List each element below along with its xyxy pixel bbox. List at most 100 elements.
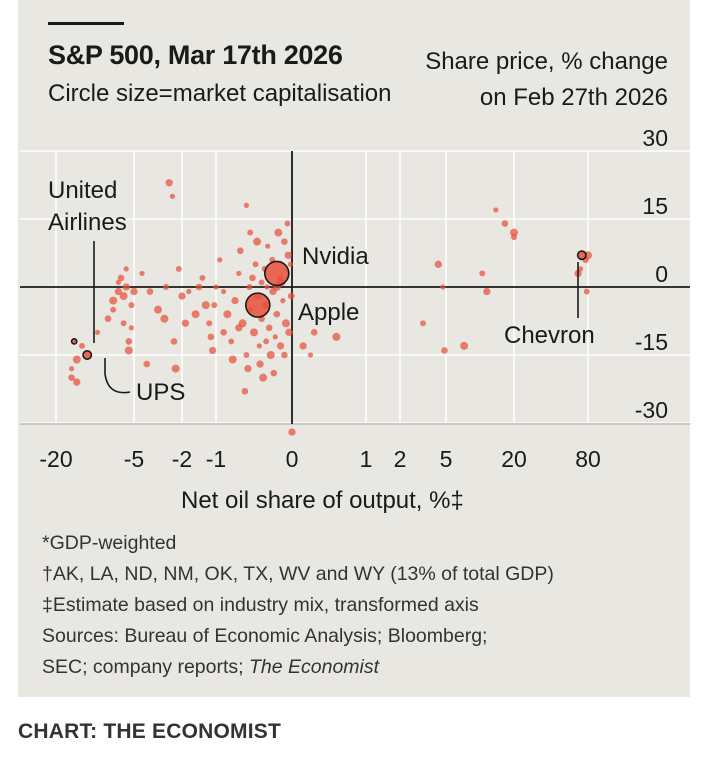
scatter-point: [79, 342, 85, 349]
scatter-point: [281, 351, 288, 359]
scatter-point: [284, 220, 291, 227]
footnote-gdp: *GDP-weighted: [42, 532, 177, 554]
scatter-point: [460, 341, 469, 350]
scatter-point: [95, 329, 101, 335]
scatter-point: [479, 270, 486, 277]
footnote-sources: Sources: Bureau of Economic Analysis; Bl…: [42, 625, 488, 647]
scatter-point: [287, 292, 295, 300]
y-axis-title: Share price, % change on Feb 27th 2026: [425, 44, 668, 116]
x-tick-label: -1: [206, 446, 226, 472]
scatter-point: [259, 373, 268, 382]
scatter-point: [253, 237, 262, 246]
company-point-united-airlines: [70, 337, 78, 345]
scatter-point: [143, 360, 151, 368]
scatter-point: [146, 288, 154, 295]
chart-panel: S&P 500, Mar 17th 2026 Circle size=marke…: [18, 0, 690, 697]
annotation-nvidia: Nvidia: [302, 243, 369, 270]
scatter-point: [280, 298, 286, 304]
y-tick-label: -15: [635, 329, 668, 355]
scatter-point: [207, 333, 215, 341]
x-axis-title: Net oil share of output, %‡: [181, 487, 464, 514]
scatter-point: [186, 288, 192, 295]
scatter-point: [124, 346, 133, 355]
scatter-point: [241, 387, 249, 395]
scatter-point: [420, 320, 426, 327]
scatter-point: [175, 265, 182, 272]
scatter-point: [263, 338, 270, 345]
x-tick-label: 20: [501, 446, 527, 472]
scatter-point: [281, 319, 290, 328]
scatter-point: [256, 360, 264, 368]
chart-subtitle: Circle size=market capitalisation: [48, 80, 392, 107]
scatter-point: [154, 305, 162, 314]
scatter-point: [114, 287, 123, 296]
x-tick-label: -20: [39, 446, 72, 472]
scatter-point: [284, 251, 292, 259]
footnote-economist: The Economist: [249, 656, 380, 678]
scatter-point: [120, 320, 127, 327]
scatter-point: [236, 270, 242, 276]
annotation-apple: Apple: [298, 299, 359, 326]
scatter-point: [281, 238, 288, 245]
annotation-ups: UPS: [136, 379, 185, 406]
scatter-point: [237, 247, 244, 255]
x-tick-label: 1: [360, 446, 373, 472]
scatter-point: [220, 329, 227, 336]
scatter-point: [440, 284, 446, 290]
scatter-point: [287, 261, 294, 267]
scatter-point: [441, 347, 448, 354]
scatter-point: [217, 257, 223, 263]
scatter-point: [208, 346, 217, 355]
footnote-sources-2a: SEC; company reports;: [42, 656, 249, 678]
x-tick-label: 80: [575, 446, 601, 472]
scatter-point: [165, 179, 173, 187]
company-point-nvidia: [263, 260, 290, 287]
chart-credit: CHART: THE ECONOMIST: [18, 720, 281, 743]
labelled-points: [70, 250, 587, 360]
scatter-point: [252, 261, 259, 268]
scatter-point: [511, 234, 517, 241]
scatter-point: [231, 296, 239, 305]
scatter-point: [163, 284, 169, 290]
scatter-point: [199, 274, 206, 281]
scatter-point: [195, 283, 203, 291]
scatter-point: [115, 279, 121, 286]
scatter-point: [171, 364, 180, 373]
y-tick-label: -30: [635, 397, 668, 423]
footnote-sources-2: SEC; company reports; The Economist: [42, 652, 554, 683]
scatter-point: [72, 355, 81, 364]
scatter-point: [109, 296, 118, 305]
scatter-point: [288, 428, 296, 436]
scatter-point: [501, 220, 509, 227]
scatter-point: [246, 284, 253, 290]
scatter-point: [493, 207, 499, 213]
x-tick-label: -5: [124, 446, 144, 472]
scatter-point: [244, 364, 252, 373]
scatter-chart: 30 15 0 -15 -30 -20 -5 -2 -1 0 1 2 5 20 80 United Airl…: [20, 125, 690, 514]
scatter-point: [191, 310, 200, 319]
scatter-point: [256, 343, 262, 349]
scatter-point: [221, 288, 227, 295]
scatter-point: [250, 328, 258, 337]
scatter-point: [213, 284, 219, 290]
scatter-point: [265, 243, 271, 249]
scatter-point: [578, 266, 584, 272]
scatter-point: [272, 334, 278, 340]
scatter-point: [310, 329, 318, 336]
scatter-point: [181, 319, 190, 327]
scatter-point: [276, 342, 285, 350]
scatter-point: [170, 338, 178, 345]
footnote-states: †AK, LA, ND, NM, OK, TX, WV and WY (13% …: [42, 563, 554, 585]
scatter-point: [206, 320, 213, 327]
x-tick-label: -2: [172, 446, 192, 472]
y-axis-title-line1: Share price, % change: [425, 48, 668, 75]
scatter-point: [258, 279, 265, 286]
axes: [20, 151, 690, 425]
scatter-point: [178, 292, 186, 300]
y-tick-label: 15: [642, 193, 668, 219]
scatter-point: [249, 274, 256, 282]
annotation-united-line2: Airlines: [48, 209, 127, 236]
company-point-chevron: [576, 250, 587, 261]
scatter-point: [228, 338, 235, 345]
company-point-ups: [82, 349, 93, 360]
